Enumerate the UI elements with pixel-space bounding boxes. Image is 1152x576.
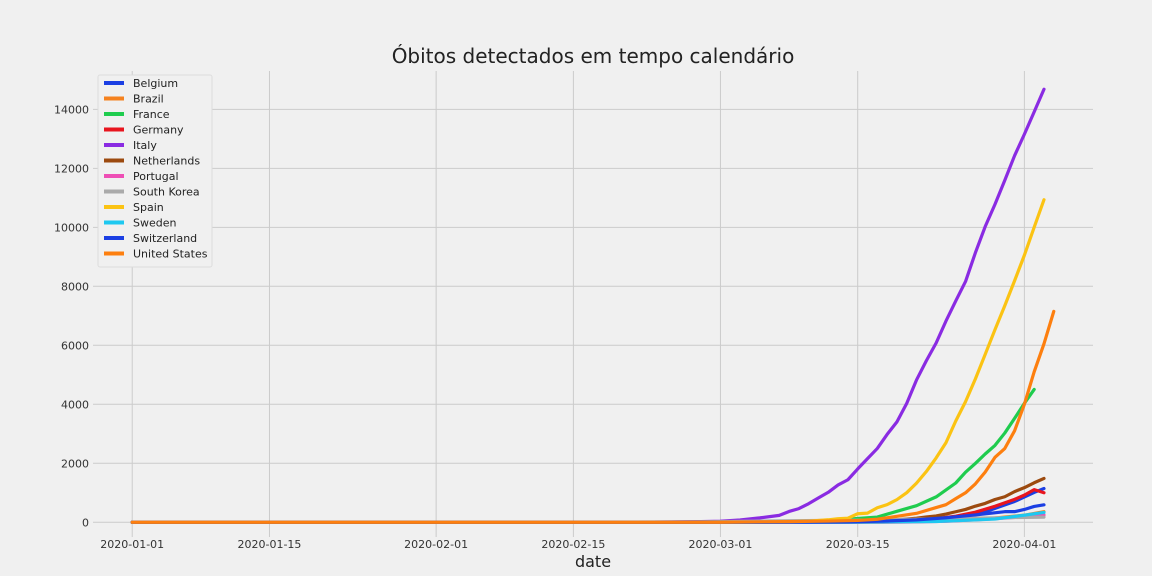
chart-title: Óbitos detectados em tempo calendário (392, 44, 795, 68)
y-tick-label: 0 (82, 516, 89, 529)
y-tick-label: 4000 (61, 398, 89, 411)
y-tick-label: 6000 (61, 339, 89, 352)
legend-label: Switzerland (133, 232, 197, 245)
x-tick-label: 2020-02-01 (404, 538, 468, 551)
grid (93, 71, 1093, 537)
x-tick-label: 2020-01-15 (238, 538, 302, 551)
legend-label: Brazil (133, 93, 164, 106)
series-line-italy (130, 87, 1046, 524)
legend-label: Netherlands (133, 155, 200, 168)
series-layer (130, 87, 1056, 524)
legend-label: Germany (133, 124, 184, 137)
legend-label: France (133, 108, 170, 121)
x-tick-label: 2020-01-01 (100, 538, 164, 551)
y-tick-label: 10000 (54, 221, 89, 234)
legend-label: Belgium (133, 77, 178, 90)
series-line-united-states (130, 309, 1056, 524)
legend-label: South Korea (133, 186, 200, 199)
x-tick-label: 2020-04-01 (992, 538, 1056, 551)
x-axis-label: date (575, 552, 611, 571)
y-tick-label: 2000 (61, 457, 89, 470)
legend: Belgium Brazil France Germany Italy Netherlan… (97, 74, 213, 268)
x-tick-label: 2020-03-01 (688, 538, 752, 551)
series-line-france (130, 387, 1036, 524)
legend-label: Spain (133, 201, 164, 214)
y-tick-label: 8000 (61, 280, 89, 293)
y-tick-label: 14000 (54, 103, 89, 116)
x-tick-label: 2020-03-15 (826, 538, 890, 551)
x-tick-label: 2020-02-15 (541, 538, 605, 551)
legend-label: Portugal (133, 170, 179, 183)
tick-labels: 0 2000 4000 6000 8000 10000 12000 14000 2020-01-… (54, 103, 1056, 551)
y-tick-label: 12000 (54, 162, 89, 175)
legend-label: United States (133, 248, 208, 261)
legend-label: Italy (133, 139, 157, 152)
legend-label: Sweden (133, 217, 176, 230)
legend-box (97, 74, 213, 268)
